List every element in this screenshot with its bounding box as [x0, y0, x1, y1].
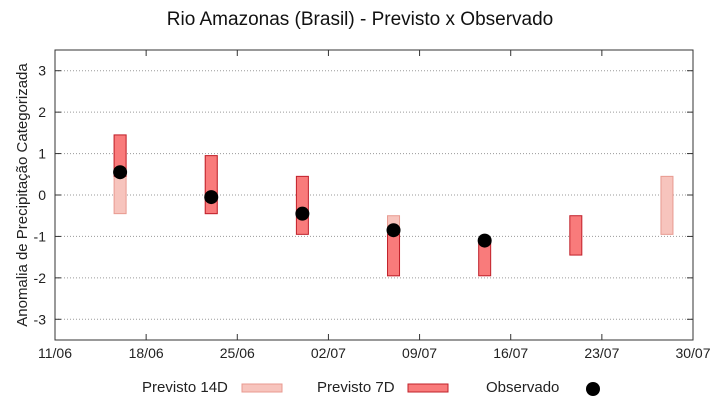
- observado-point: [477, 233, 492, 248]
- observado-point: [386, 223, 401, 238]
- observado-points: [113, 165, 492, 248]
- previsto-7d-bar: [387, 233, 401, 277]
- legend-swatch-previsto-7d: [407, 383, 449, 393]
- x-tick-label: 30/07: [675, 345, 710, 361]
- legend-label: Previsto 7D: [317, 379, 395, 396]
- legend-swatch-observado: [586, 382, 600, 396]
- x-tick-label: 23/07: [584, 345, 619, 361]
- legend-label: Previsto 14D: [142, 379, 228, 396]
- observado-point: [204, 190, 219, 205]
- plot-frame: [54, 49, 694, 341]
- observado-point: [113, 165, 128, 180]
- y-axis-label: Anomalia de Precipitação Categorizada: [14, 63, 31, 327]
- x-tick-label: 09/07: [402, 345, 437, 361]
- previsto-7d-bars: [113, 134, 583, 277]
- x-tick-label: 11/06: [38, 345, 72, 361]
- grid-layer: [55, 70, 693, 320]
- x-tick-label: 25/06: [220, 345, 255, 361]
- x-tick-label: 02/07: [311, 345, 346, 361]
- observado-point: [295, 206, 310, 221]
- y-tick-label: 1: [38, 146, 46, 162]
- y-tick-label: 0: [38, 187, 46, 203]
- legend-swatch-previsto-14d: [241, 383, 283, 393]
- y-tick-label: -2: [34, 270, 47, 286]
- previsto-14d-bar: [660, 175, 674, 235]
- x-tick-label: 18/06: [129, 345, 164, 361]
- y-tick-label: 3: [38, 63, 46, 79]
- previsto-7d-bar: [295, 175, 309, 235]
- legend-label: Observado: [486, 379, 559, 396]
- y-tick-layer: -3 -2 -1 0 1 2 3: [34, 63, 693, 327]
- y-tick-label: -3: [34, 311, 47, 327]
- previsto-7d-bar: [204, 155, 218, 215]
- y-tick-label: -1: [34, 228, 47, 244]
- x-tick-label: 16/07: [493, 345, 528, 361]
- legend: Previsto 14D Previsto 7D Observado: [142, 379, 600, 396]
- x-tick-layer: 11/06 18/06 25/06 02/07 09/07 16/07 23/07 30/07: [38, 50, 711, 361]
- y-tick-label: 2: [38, 104, 46, 120]
- chart-title: Rio Amazonas (Brasil) - Previsto x Obser…: [166, 9, 554, 30]
- previsto-7d-bar: [569, 215, 583, 256]
